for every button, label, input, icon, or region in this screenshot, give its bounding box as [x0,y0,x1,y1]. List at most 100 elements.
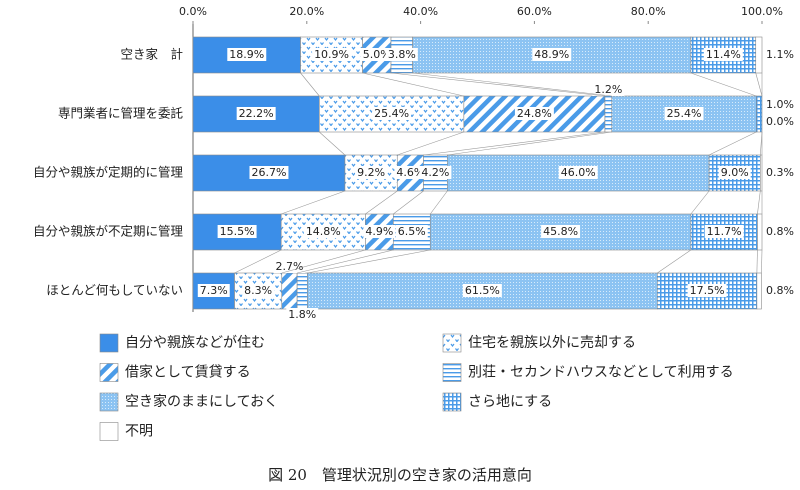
legend-label: 住宅を親族以外に売却する [468,335,636,351]
value-label: 8.3% [244,284,272,297]
value-label: 11.7% [707,225,742,238]
legend-label: 空き家のままにしておく [125,393,278,410]
connector [447,131,612,156]
value-label: 3.8% [388,48,416,61]
value-label-bg [764,98,796,111]
connector [756,249,758,274]
value-label-bg [385,48,418,61]
value-label-bg [764,48,796,61]
value-label: 1.8% [288,308,316,321]
connector [657,249,692,274]
legend-swatch [99,363,119,382]
value-label-bg [197,284,230,297]
value-label: 4.2% [421,166,449,179]
value-label-bg [312,48,352,61]
x-tick-label: 20.0% [289,5,324,18]
x-tick-label: 100.0% [741,5,783,18]
value-label-bg [764,115,796,128]
connector [690,72,757,97]
x-tick-label: 60.0% [517,5,552,18]
value-label-bg [286,308,319,321]
value-label: 9.2% [357,166,385,179]
value-label: 1.2% [594,83,622,96]
value-label-bg [217,225,257,238]
value-label: 45.8% [543,225,578,238]
value-label: 11.4% [706,48,741,61]
value-label: 14.8% [306,225,341,238]
bar-segment [690,213,758,251]
legend-swatch [442,392,462,412]
value-label: 2.7% [275,260,303,273]
bar-segment [296,272,308,310]
value-label-bg [303,225,343,238]
value-label: 0.3% [766,166,794,179]
connector [430,190,448,215]
value-label-bg [532,48,572,61]
value-label: 61.5% [465,284,500,297]
value-label-bg [363,225,396,238]
value-label-bg [395,225,428,238]
category-label: 自分や親族が定期的に管理 [33,165,184,180]
connector [319,131,346,156]
value-label: 7.3% [200,284,228,297]
connector [412,72,612,97]
connector [362,72,464,97]
value-label: 0.8% [766,225,794,238]
value-label-bg [541,225,581,238]
legend-swatch [99,392,119,412]
value-label: 46.0% [561,166,596,179]
value-label: 15.5% [220,225,255,238]
connector [365,190,398,215]
value-label-bg [704,225,744,238]
connector [393,190,424,215]
legend-label: 自分や親族などが住む [125,335,265,351]
value-label-bg [664,107,704,120]
legend-swatch [99,422,119,441]
value-label: 1.1% [766,48,794,61]
category-label: 自分や親族が不定期に管理 [33,224,184,239]
value-label-bg [592,83,625,96]
value-label: 0.0% [766,115,794,128]
category-label: ほとんど何もしていない [46,283,183,298]
legend-label: 不明 [125,424,153,440]
chart-title: 図 20 管理状況別の空き家の活用意向 [268,466,532,484]
connector [297,249,394,274]
value-label-bg [419,166,452,179]
bar-segment [755,36,763,74]
legend-label: 借家として賃貸する [125,364,251,381]
legend-label: 別荘・セカンドハウスなどとして利用する [468,365,734,381]
value-label: 0.8% [766,284,794,297]
connector [397,131,464,156]
value-label: 26.7% [251,166,286,179]
value-label-bg [687,284,727,297]
legend-swatch [99,333,119,353]
bar-segment [281,272,298,310]
category-label: 空き家 計 [120,47,183,62]
connector [234,249,282,274]
x-tick-label: 0.0% [179,5,207,18]
value-label-bg [462,284,502,297]
connector [755,72,763,97]
value-label-bg [514,107,554,120]
value-label: 5.0% [363,48,391,61]
value-label: 10.9% [314,48,349,61]
bar-segment [757,213,763,251]
legend-label: さら地にする [468,394,552,410]
category-label: 専門業者に管理を委託 [58,106,184,121]
value-label-bg [273,260,306,273]
value-label: 25.4% [374,107,409,120]
value-label-bg [764,284,796,297]
value-label: 9.0% [721,166,749,179]
connector [761,249,763,274]
value-label-bg [764,166,796,179]
connector [423,131,605,156]
value-label-bg [360,48,393,61]
value-label-bg [372,107,412,120]
value-label: 1.0% [766,98,794,111]
value-label-bg [355,166,388,179]
value-label: 17.5% [690,284,725,297]
bar-segment [756,272,762,310]
value-label: 48.9% [534,48,569,61]
value-label: 4.9% [365,225,393,238]
